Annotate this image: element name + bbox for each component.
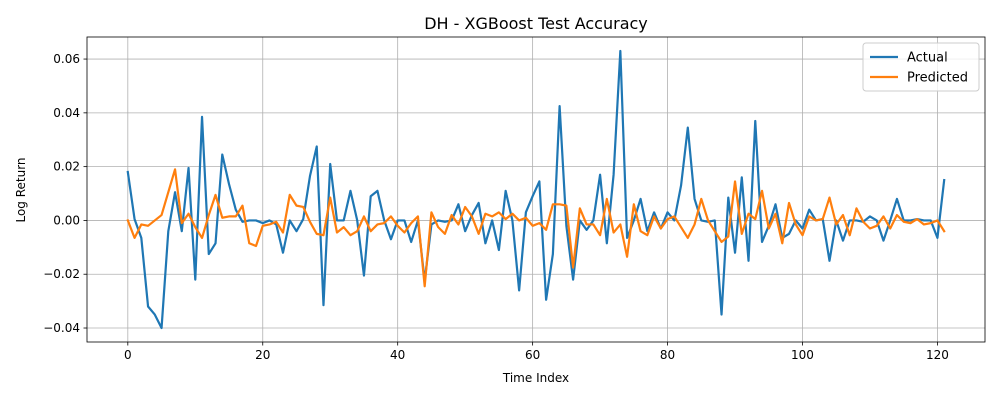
x-tick-label: 0 xyxy=(124,348,132,362)
tick-layer: 0 20 40 60 80 100 120 −0.04 −0.02 0.00 0.02 0.04 0.0… xyxy=(43,52,949,362)
series-line-actual xyxy=(126,49,946,330)
legend-box xyxy=(862,42,980,92)
legend-label-actual: Actual xyxy=(907,51,948,66)
y-tick-label: 0.02 xyxy=(53,160,80,174)
x-tick-label: 40 xyxy=(390,348,405,362)
y-tick-label: 0.04 xyxy=(53,106,80,120)
y-tick-label: 0.06 xyxy=(53,52,80,66)
x-tick-label: 120 xyxy=(926,348,949,362)
x-tick-label: 60 xyxy=(525,348,540,362)
x-tick-label: 80 xyxy=(660,348,675,362)
y-tick-label: −0.04 xyxy=(43,321,80,335)
series-layer xyxy=(126,49,946,330)
x-tick-label: 100 xyxy=(791,348,814,362)
y-tick-label: −0.02 xyxy=(43,267,80,281)
chart-title: DH - XGBoost Test Accuracy xyxy=(424,14,648,33)
series-line-predicted xyxy=(126,168,946,288)
y-axis-label: Log Return xyxy=(14,157,28,222)
y-tick-label: 0.00 xyxy=(53,213,80,227)
legend-label-predicted: Predicted xyxy=(907,71,968,86)
x-tick-label: 20 xyxy=(255,348,270,362)
legend: Actual Predicted xyxy=(862,42,980,92)
x-axis-label: Time Index xyxy=(502,371,569,385)
plot-frame xyxy=(86,36,986,343)
